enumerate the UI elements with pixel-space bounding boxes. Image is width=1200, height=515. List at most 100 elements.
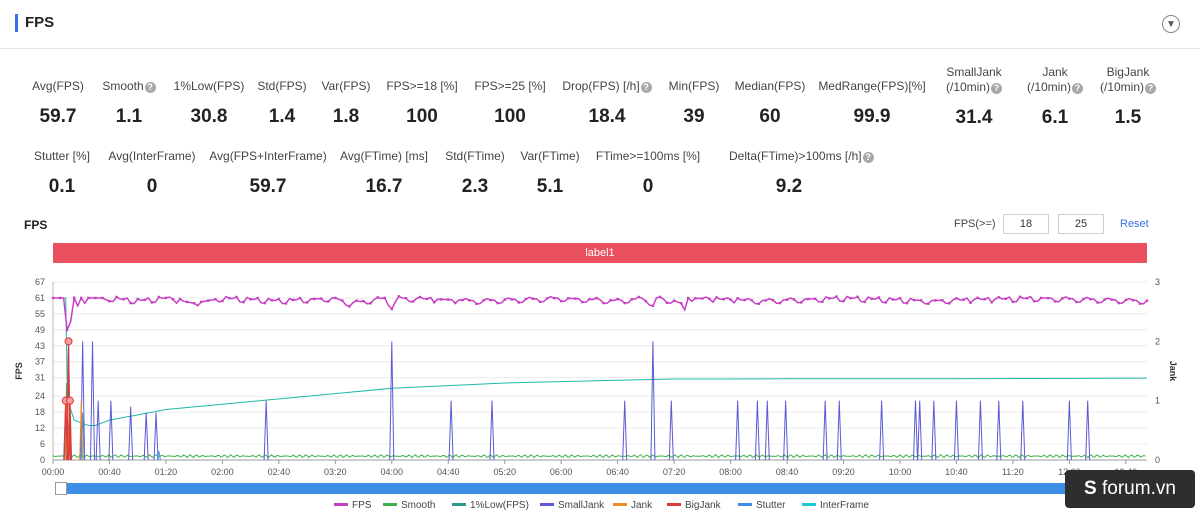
legend-item[interactable]: Smooth <box>383 500 435 511</box>
x-tick-label: 06:40 <box>606 467 629 477</box>
legend-item[interactable]: FPS <box>334 500 371 511</box>
series-fps-point <box>1117 301 1120 305</box>
metric-label: FPS>=25 [%] <box>474 79 546 93</box>
metric-r2-6: FTime>=100ms [%] 0 <box>588 149 708 198</box>
series-fps-point <box>1131 299 1135 302</box>
series-fps-point <box>503 298 506 301</box>
metric-r2-3: Avg(FTime) [ms] 16.7 <box>324 149 444 198</box>
series-fps-point <box>517 301 521 304</box>
series-fps-point <box>496 301 499 305</box>
series-smalljank-spike <box>912 400 918 461</box>
series-fps-point <box>1004 297 1008 300</box>
series-smalljank-spike <box>489 400 495 461</box>
metric-value: 6.1 <box>1041 107 1069 128</box>
help-icon[interactable]: ? <box>991 83 1002 94</box>
series-fps-point <box>828 297 831 300</box>
series-fps-point <box>559 299 563 303</box>
legend-item[interactable]: 1%Low(FPS) <box>452 500 529 511</box>
legend-swatch <box>452 503 466 506</box>
help-icon[interactable]: ? <box>144 82 156 93</box>
series-smalljank-spike <box>977 400 983 461</box>
series-fps-point <box>637 295 641 299</box>
forum-logo: S forum.vn <box>1065 470 1195 508</box>
help-icon[interactable]: ? <box>640 82 652 93</box>
series-smalljank-spike <box>783 400 789 461</box>
series-smalljank-spike <box>996 400 1002 461</box>
series-fps-point <box>835 295 838 298</box>
series-fps-point <box>298 296 302 300</box>
legend-label: BigJank <box>685 500 721 511</box>
chevron-down-icon[interactable]: ▼ <box>1162 15 1180 33</box>
series-fps-point <box>200 300 203 304</box>
help-icon[interactable]: ? <box>862 152 874 163</box>
y-tick-label: 18 <box>35 407 45 417</box>
legend-item[interactable]: InterFrame <box>802 500 869 511</box>
metric-value: 0 <box>642 176 654 197</box>
series-fps-point <box>807 297 810 301</box>
legend-swatch <box>802 503 816 506</box>
metric-r1-0: Avg(FPS) 59.7 <box>0 79 118 128</box>
fps-threshold-input-2[interactable]: 25 <box>1058 214 1104 234</box>
series-fps-point <box>934 299 937 302</box>
series-fps-point <box>983 298 986 301</box>
metric-label: Min(FPS) <box>668 79 720 93</box>
series-fps-point <box>320 297 323 300</box>
series-fps-point <box>948 302 951 305</box>
series-fps-point <box>722 298 725 301</box>
slider-handle[interactable] <box>55 482 67 495</box>
series-fps-point <box>171 298 175 301</box>
series-smalljank-spike <box>1085 400 1091 461</box>
label-band[interactable]: label1 <box>53 243 1147 263</box>
legend-item[interactable]: SmallJank <box>540 500 604 511</box>
series-fps-point <box>383 296 386 300</box>
y-tick-label: 43 <box>35 341 45 351</box>
series-fps-point <box>425 297 429 301</box>
metric-value: 59.7 <box>249 176 287 197</box>
help-icon[interactable]: ? <box>1145 83 1156 94</box>
metric-value: 0 <box>146 176 158 197</box>
metric-r1-12: Jank (/10min)? 6.1 <box>995 65 1115 129</box>
series-fps-point <box>1138 302 1142 305</box>
series-fps-point <box>291 298 295 302</box>
series-fps-point <box>616 297 619 301</box>
time-range-slider[interactable] <box>55 482 1147 495</box>
legend-item[interactable]: BigJank <box>667 500 721 511</box>
series-fps-point <box>432 301 436 304</box>
series-fps-point <box>1032 300 1036 303</box>
fps-threshold-input-1[interactable]: 18 <box>1003 214 1049 234</box>
metric-value: 2.3 <box>461 176 489 197</box>
series-fps-point <box>94 296 97 300</box>
x-tick-label: 00:40 <box>98 467 121 477</box>
series-fps-point <box>1075 300 1078 304</box>
series-fps-point <box>687 296 690 300</box>
metric-value: 59.7 <box>39 106 77 127</box>
legend-item[interactable]: Stutter <box>738 500 785 511</box>
series-fps-point <box>658 295 662 299</box>
metric-value: 100 <box>494 106 526 127</box>
series-fps-point <box>122 298 125 301</box>
series-fps-point <box>912 298 916 302</box>
series-fps-point <box>997 296 1000 299</box>
series-fps-point <box>609 299 612 302</box>
x-tick-label: 00:00 <box>42 467 65 477</box>
reset-button[interactable]: Reset <box>1120 218 1149 230</box>
series-fps-point <box>72 296 76 300</box>
series-fps-point <box>898 296 902 300</box>
metric-label: SmallJank (/10min)? <box>945 65 1002 94</box>
x-tick-label: 09:20 <box>832 467 855 477</box>
legend-item[interactable]: Jank <box>613 500 652 511</box>
series-fps-point <box>679 302 683 305</box>
series-smalljank-spike <box>448 400 454 461</box>
series-smooth <box>52 382 1146 459</box>
metric-label: Std(FTime) <box>445 149 505 163</box>
series-smalljank-spike <box>153 412 159 461</box>
metric-value: 60 <box>759 106 781 127</box>
series-smalljank-spike <box>917 400 923 461</box>
legend-label: Jank <box>631 500 653 511</box>
series-fps-point <box>270 299 273 302</box>
help-icon[interactable]: ? <box>1072 83 1083 94</box>
series-fps-point <box>489 298 492 302</box>
metric-label: Var(FPS) <box>321 79 371 93</box>
series-fps-point <box>955 297 958 300</box>
